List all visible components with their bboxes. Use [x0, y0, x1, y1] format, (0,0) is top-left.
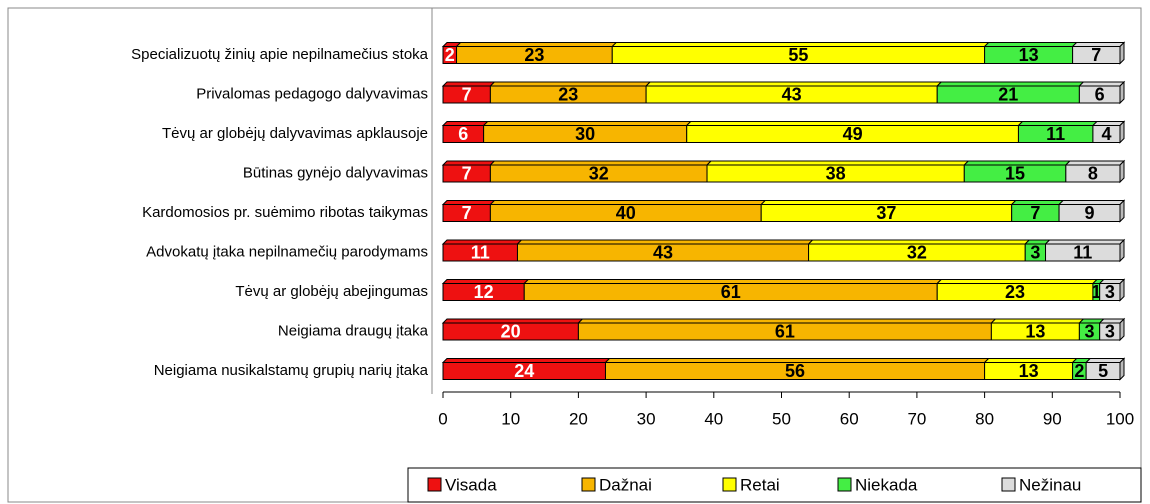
legend-label: Retai [740, 475, 780, 494]
y-tick-label: Kardomosios pr. suėmimo ribotas taikymas [142, 204, 428, 221]
value-label: 15 [1005, 163, 1025, 183]
value-label: 11 [1046, 124, 1065, 144]
y-tick-label: Advokatų įtaka nepilnamečių parodymams [146, 243, 428, 260]
value-label: 23 [524, 45, 544, 65]
x-tick-label: 80 [975, 409, 994, 428]
y-tick-label: Tėvų ar globėjų dalyvavimas apklausoje [162, 125, 428, 142]
value-label: 7 [1091, 45, 1101, 65]
x-tick-label: 10 [501, 409, 520, 428]
value-label: 23 [1005, 282, 1025, 302]
value-label: 38 [826, 163, 846, 183]
legend-swatch [427, 477, 442, 492]
value-label: 7 [462, 203, 472, 223]
value-label: 12 [474, 282, 494, 302]
bar-end [1119, 278, 1125, 302]
value-label: 55 [788, 45, 808, 65]
legend-swatch [1001, 477, 1016, 492]
y-tick-label: Būtinas gynėjo dalyvavimas [243, 164, 428, 181]
legend-label: Dažnai [599, 475, 652, 494]
value-label: 24 [514, 361, 534, 381]
value-label: 40 [616, 203, 636, 223]
value-label: 13 [1025, 321, 1045, 341]
value-label: 37 [876, 203, 896, 223]
bar-end [1119, 317, 1125, 342]
legend-swatch [722, 477, 737, 492]
value-label: 20 [501, 321, 521, 341]
value-label: 43 [782, 84, 802, 104]
value-label: 61 [775, 321, 795, 341]
bar-end [1119, 80, 1125, 105]
x-tick-label: 50 [772, 409, 791, 428]
legend-label: Niekada [855, 475, 918, 494]
x-tick-label: 20 [569, 409, 588, 428]
bar-end [1119, 120, 1125, 144]
y-tick-label: Specializuotų žinių apie nepilnamečius s… [131, 46, 429, 63]
bar-end [1119, 357, 1125, 381]
value-label: 3 [1030, 242, 1040, 262]
value-label: 43 [653, 242, 673, 262]
x-tick-label: 30 [637, 409, 656, 428]
y-tick-label: Tėvų ar globėjų abejingumas [235, 283, 428, 300]
value-label: 3 [1085, 321, 1095, 341]
value-label: 1 [1091, 282, 1101, 302]
y-tick-label: Neigiama nusikalstamų grupių narių įtaka [154, 362, 429, 379]
x-tick-label: 40 [704, 409, 723, 428]
y-tick-label: Privalomas pedagogo dalyvavimas [196, 85, 428, 102]
value-label: 13 [1019, 361, 1039, 381]
value-label: 49 [843, 124, 863, 144]
legend-swatch [837, 477, 852, 492]
value-label: 61 [721, 282, 741, 302]
x-tick-label: 90 [1043, 409, 1062, 428]
value-label: 8 [1088, 163, 1098, 183]
value-label: 5 [1098, 361, 1108, 381]
x-tick-label: 0 [438, 409, 447, 428]
value-label: 2 [445, 45, 455, 65]
value-label: 3 [1105, 282, 1115, 302]
legend-box [407, 467, 1142, 503]
bar-end [1119, 199, 1125, 223]
value-label: 2 [1074, 361, 1084, 381]
value-label: 9 [1085, 203, 1095, 223]
legend-label: Visada [445, 475, 497, 494]
value-label: 56 [785, 361, 805, 381]
legend-swatch [581, 477, 596, 492]
value-label: 7 [462, 163, 472, 183]
y-tick-label: Neigiama draugų įtaka [278, 322, 429, 339]
value-label: 11 [1073, 242, 1092, 262]
legend-label: Nežinau [1019, 475, 1081, 494]
value-label: 7 [1030, 203, 1040, 223]
value-label: 32 [907, 242, 927, 262]
value-label: 13 [1019, 45, 1039, 65]
value-label: 30 [575, 124, 595, 144]
value-label: 7 [462, 84, 472, 104]
bar-end [1119, 159, 1125, 184]
value-label: 32 [589, 163, 609, 183]
value-label: 6 [458, 124, 468, 144]
value-label: 4 [1101, 124, 1111, 144]
value-label: 3 [1105, 321, 1115, 341]
x-tick-label: 70 [907, 409, 926, 428]
value-label: 6 [1095, 84, 1105, 104]
x-tick-label: 100 [1106, 409, 1134, 428]
value-label: 21 [998, 84, 1018, 104]
value-label: 11 [471, 242, 490, 262]
bar-end [1119, 238, 1125, 263]
value-label: 23 [558, 84, 578, 104]
x-tick-label: 60 [840, 409, 859, 428]
bar-end [1119, 41, 1125, 65]
